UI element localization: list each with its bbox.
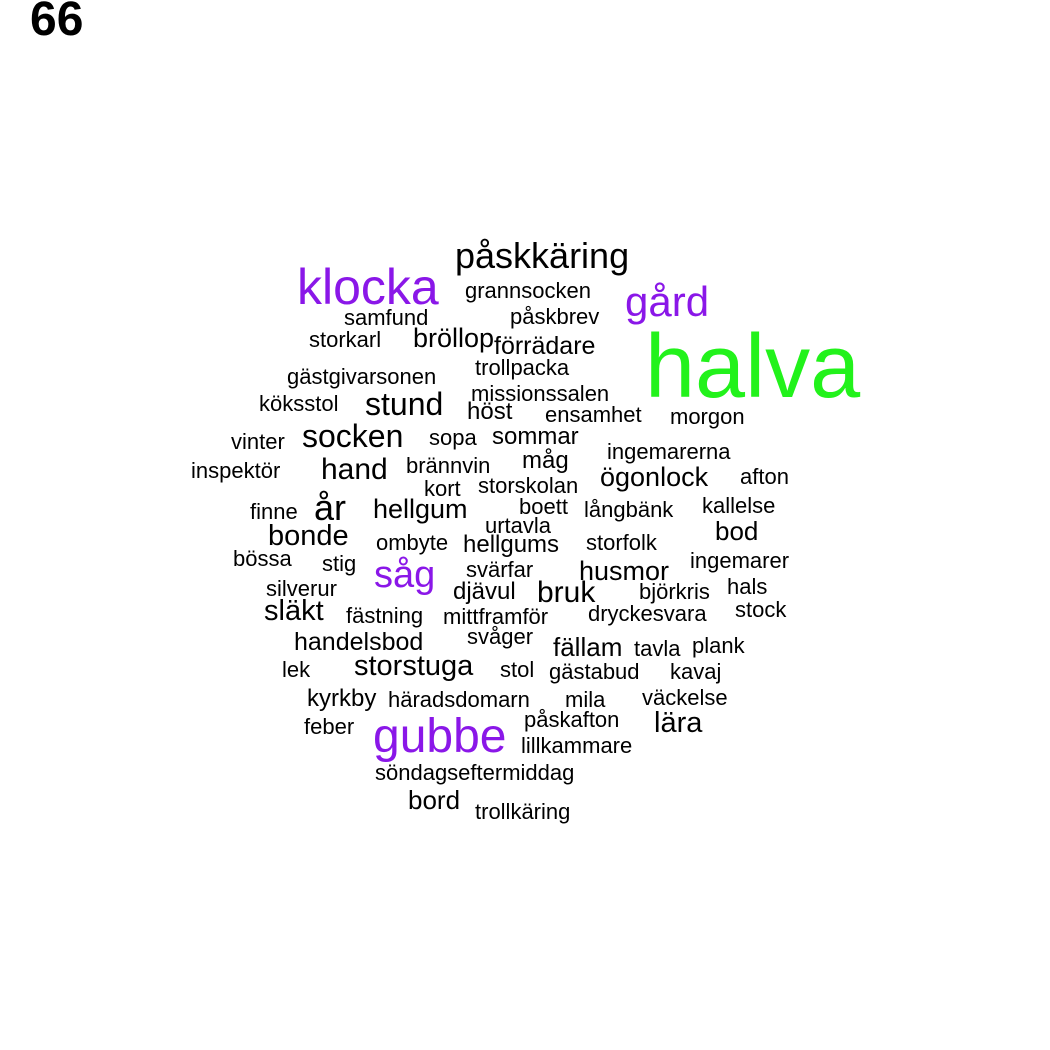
word-48: husmor [579, 556, 670, 586]
word-21: socken [302, 418, 404, 454]
word-68: gästabud [549, 659, 640, 684]
word-10: bröllop [413, 323, 495, 353]
word-11: förrädare [494, 332, 596, 360]
word-43: hellgums [463, 531, 560, 558]
word-54: hals [727, 574, 768, 599]
word-77: lillkammare [521, 733, 633, 758]
word-70: kyrkby [307, 685, 377, 712]
word-61: handelsbod [294, 628, 424, 656]
word-49: ingemarer [690, 548, 790, 573]
word-55: släkt [264, 595, 324, 627]
word-4: såg [374, 554, 436, 596]
word-45: bössa [233, 546, 292, 571]
word-47: svärfar [466, 557, 534, 582]
word-19: morgon [670, 404, 745, 429]
word-17: höst [467, 398, 513, 425]
word-2: gubbe [373, 710, 507, 763]
word-6: grannsocken [465, 278, 591, 303]
word-58: dryckesvara [588, 601, 707, 626]
word-79: bord [408, 785, 461, 815]
word-31: kort [424, 476, 461, 501]
word-41: bonde [268, 520, 349, 552]
word-80: trollkäring [475, 799, 571, 824]
word-23: sommar [492, 423, 579, 450]
word-1: klocka [297, 259, 439, 315]
word-18: ensamhet [545, 402, 642, 427]
word-0: halva [645, 317, 861, 417]
word-62: fällam [553, 632, 623, 662]
word-30: afton [740, 464, 789, 489]
word-28: måg [522, 447, 569, 474]
word-78: söndagseftermiddag [375, 760, 575, 785]
word-32: storskolan [478, 473, 579, 498]
word-53: björkris [639, 579, 710, 604]
word-7: samfund [344, 305, 429, 330]
word-20: vinter [231, 429, 285, 454]
word-16: stund [365, 386, 444, 422]
word-57: mittframför [443, 604, 549, 629]
word-5: påskkäring [455, 235, 630, 276]
word-25: inspektör [191, 458, 281, 483]
word-29: ögonlock [600, 462, 709, 492]
word-60: svåger [467, 624, 534, 649]
word-56: fästning [346, 603, 424, 628]
word-22: sopa [429, 425, 477, 450]
word-44: storfolk [586, 530, 657, 555]
word-40: bod [715, 516, 759, 546]
word-39: urtavla [485, 513, 552, 538]
word-65: lek [282, 657, 311, 682]
word-63: tavla [634, 636, 681, 661]
word-36: boett [519, 494, 568, 519]
word-50: silverur [266, 576, 337, 601]
word-13: gästgivarsonen [287, 364, 437, 389]
word-69: kavaj [670, 659, 722, 684]
word-74: feber [304, 714, 355, 739]
panel-number-label: 66 [30, 0, 84, 46]
word-64: plank [692, 633, 745, 658]
word-38: kallelse [702, 493, 776, 518]
word-26: hand [321, 453, 388, 486]
word-14: missionssalen [471, 381, 610, 406]
word-51: djävul [453, 578, 516, 605]
word-37: långbänk [584, 497, 674, 522]
word-3: gård [625, 278, 710, 325]
word-71: häradsdomarn [388, 687, 530, 712]
word-33: finne [250, 499, 298, 524]
word-12: trollpacka [475, 355, 570, 380]
word-73: väckelse [642, 685, 728, 710]
word-9: storkarl [309, 327, 382, 352]
word-24: ingemarerna [607, 439, 731, 464]
word-35: hellgum [373, 494, 468, 524]
word-76: lära [654, 707, 703, 739]
word-52: bruk [537, 576, 596, 609]
word-42: ombyte [376, 530, 449, 555]
word-8: påskbrev [510, 304, 600, 329]
word-27: brännvin [406, 453, 491, 478]
word-66: storstuga [354, 650, 474, 682]
word-34: år [314, 487, 347, 528]
word-15: köksstol [259, 391, 339, 416]
word-75: påskafton [524, 707, 620, 732]
word-67: stol [500, 657, 535, 682]
word-59: stock [735, 597, 787, 622]
word-46: stig [322, 551, 357, 576]
word-72: mila [565, 687, 606, 712]
